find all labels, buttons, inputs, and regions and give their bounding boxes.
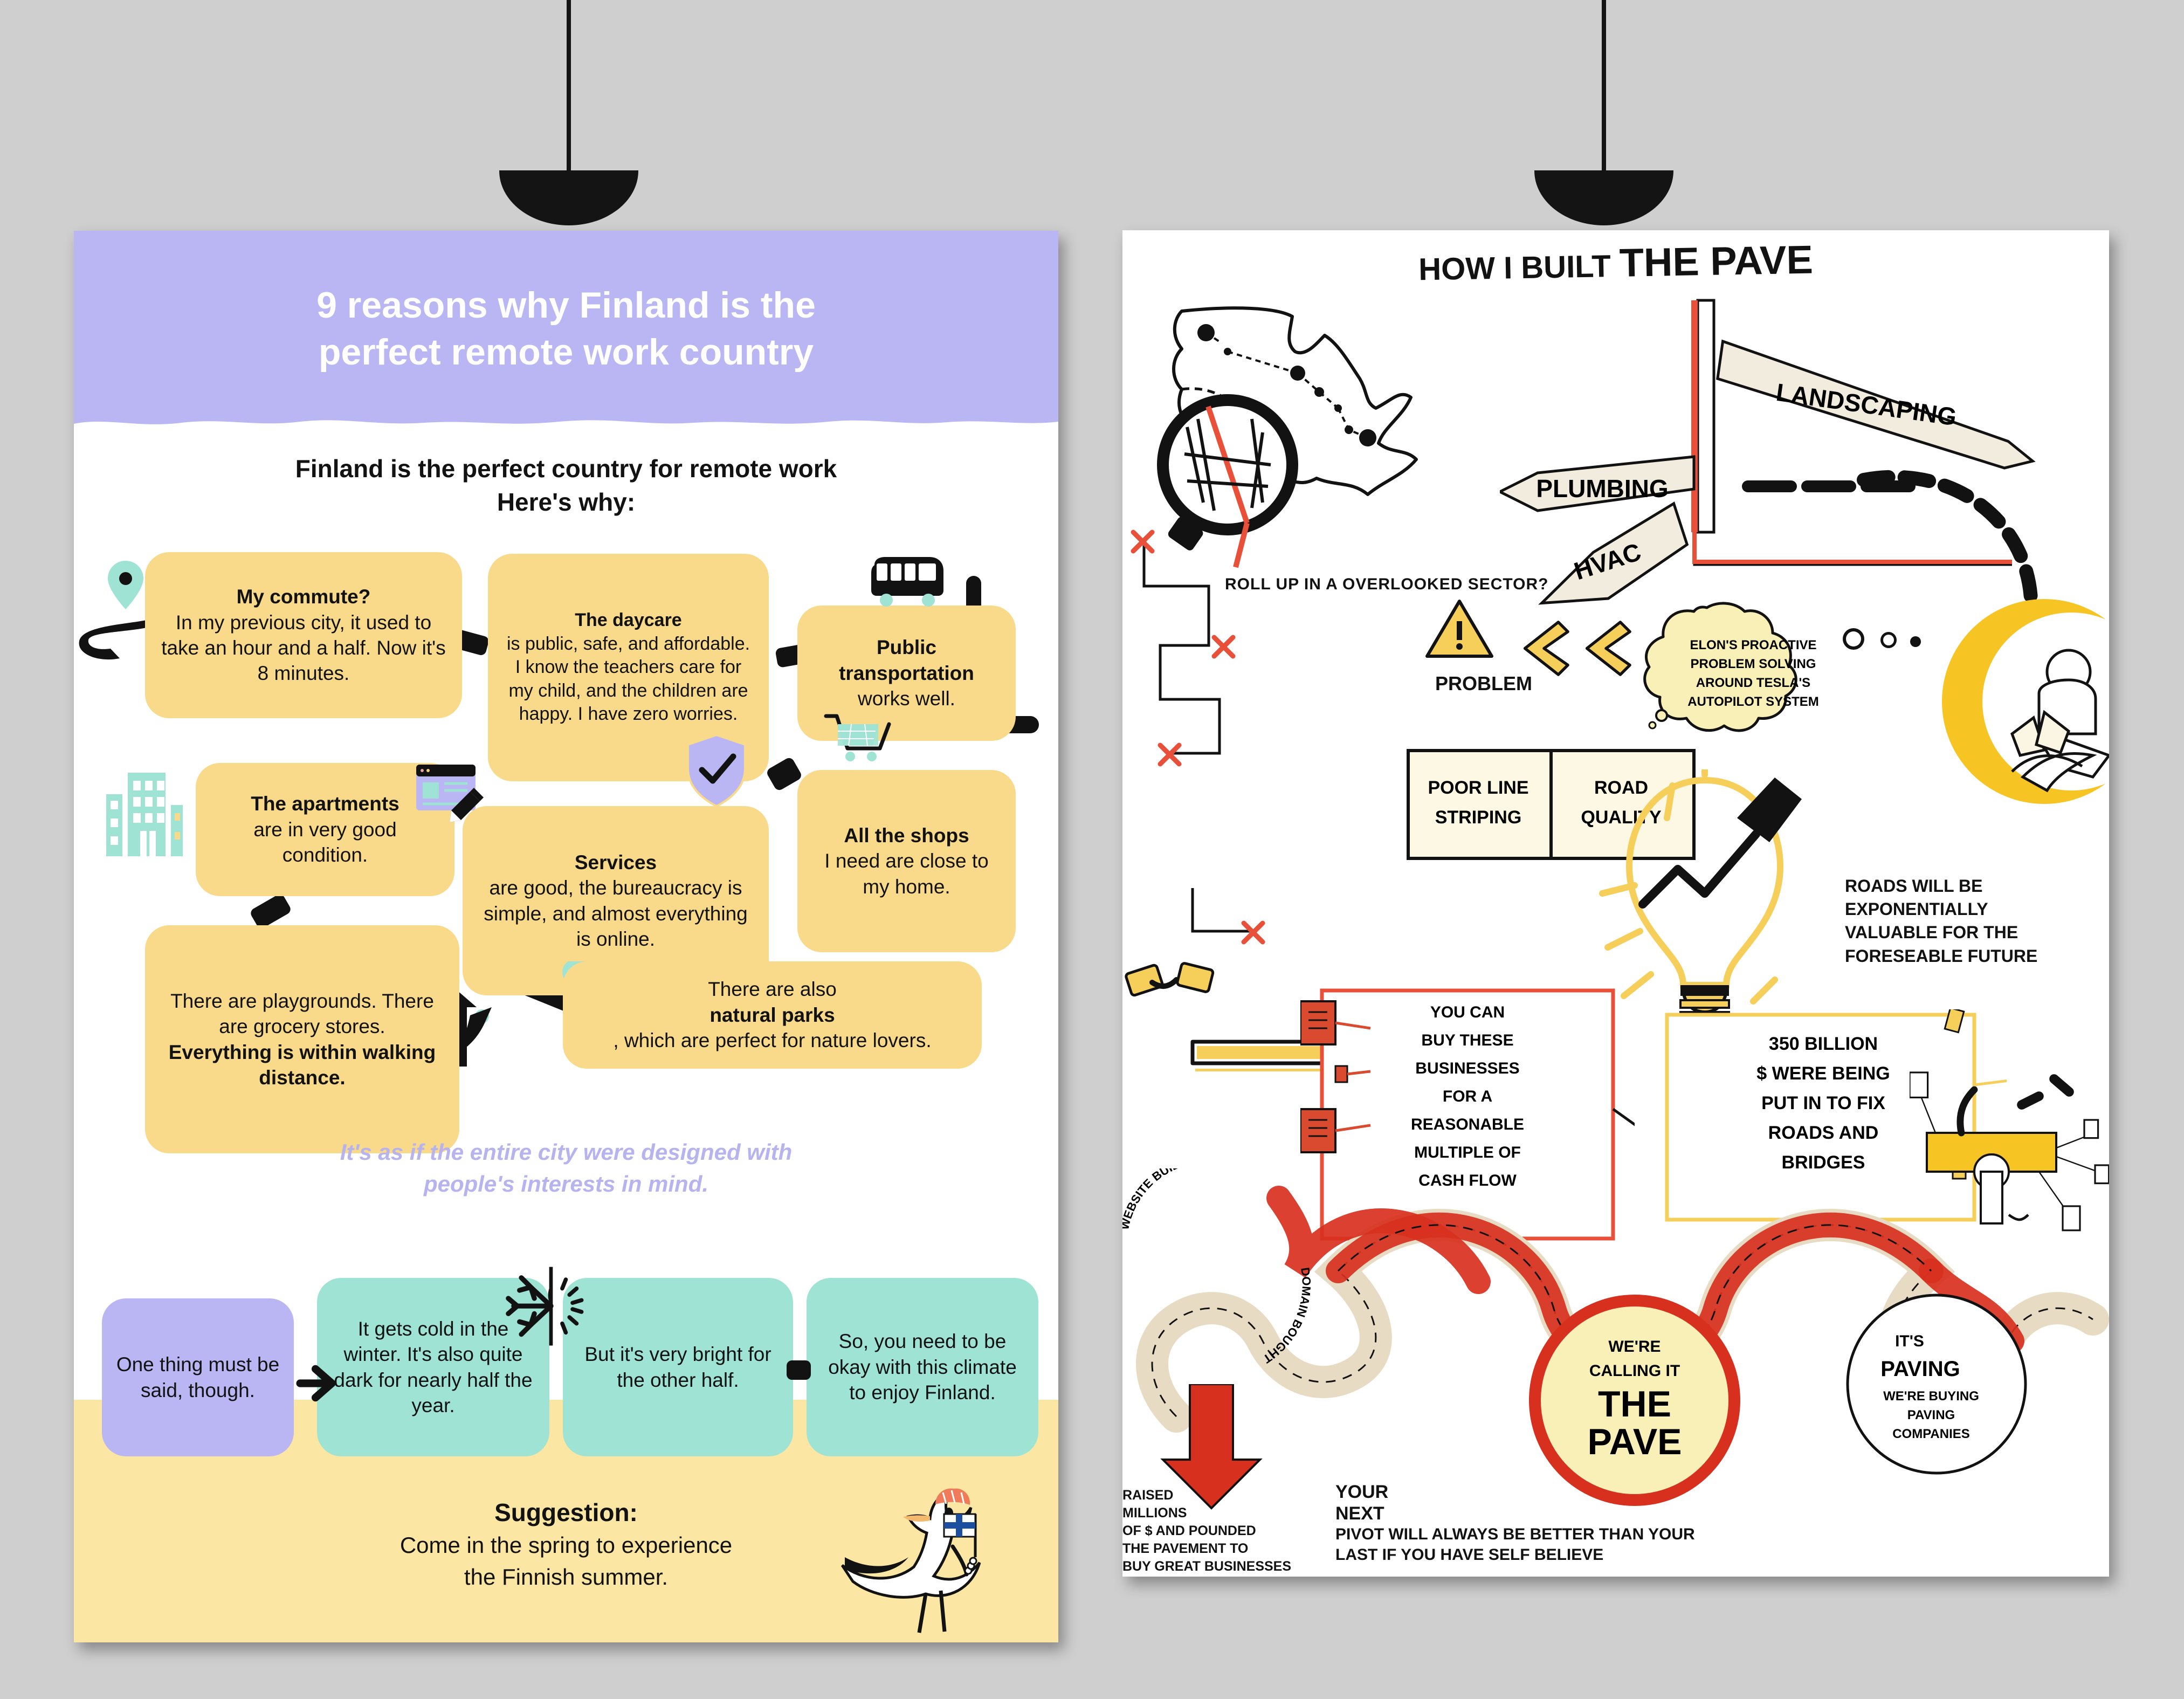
svg-text:COMPANIES: COMPANIES xyxy=(1892,1427,1970,1441)
svg-text:REASONABLE: REASONABLE xyxy=(1411,1116,1524,1133)
svg-text:WE'RE: WE'RE xyxy=(1608,1338,1661,1356)
svg-text:AUTOPILOT SYSTEM: AUTOPILOT SYSTEM xyxy=(1687,694,1819,709)
svg-text:PLUMBING: PLUMBING xyxy=(1536,474,1668,503)
svg-text:YOU CAN: YOU CAN xyxy=(1430,1003,1505,1021)
svg-text:WE'RE BUYING: WE'RE BUYING xyxy=(1883,1389,1979,1404)
svg-text:BUY THESE: BUY THESE xyxy=(1421,1031,1513,1049)
svg-text:THE: THE xyxy=(1598,1384,1671,1425)
svg-text:CALLING IT: CALLING IT xyxy=(1589,1362,1680,1380)
svg-text:IT'S: IT'S xyxy=(1895,1332,1924,1350)
svg-text:PAVING: PAVING xyxy=(1907,1408,1955,1422)
svg-text:PAVING: PAVING xyxy=(1880,1357,1960,1381)
svg-text:AROUND TESLA'S: AROUND TESLA'S xyxy=(1696,676,1810,690)
svg-text:PAVE: PAVE xyxy=(1587,1421,1682,1462)
svg-text:$ WERE BEING: $ WERE BEING xyxy=(1756,1063,1890,1084)
svg-text:350 BILLION: 350 BILLION xyxy=(1769,1034,1878,1054)
svg-text:BUSINESSES: BUSINESSES xyxy=(1415,1060,1519,1077)
svg-text:PUT IN TO FIX: PUT IN TO FIX xyxy=(1761,1093,1885,1113)
svg-text:POOR LINE: POOR LINE xyxy=(1428,778,1528,798)
svg-text:WEBSITE BUILT: WEBSITE BUILT xyxy=(1122,1168,1187,1231)
svg-text:PROBLEM SOLVING: PROBLEM SOLVING xyxy=(1691,657,1816,671)
svg-text:ROADS AND: ROADS AND xyxy=(1768,1123,1879,1143)
svg-text:FOR A: FOR A xyxy=(1443,1088,1492,1105)
svg-text:STRIPING: STRIPING xyxy=(1435,807,1522,828)
svg-text:ELON'S PROACTIVE: ELON'S PROACTIVE xyxy=(1690,638,1816,652)
svg-text:MULTIPLE OF: MULTIPLE OF xyxy=(1414,1144,1521,1161)
